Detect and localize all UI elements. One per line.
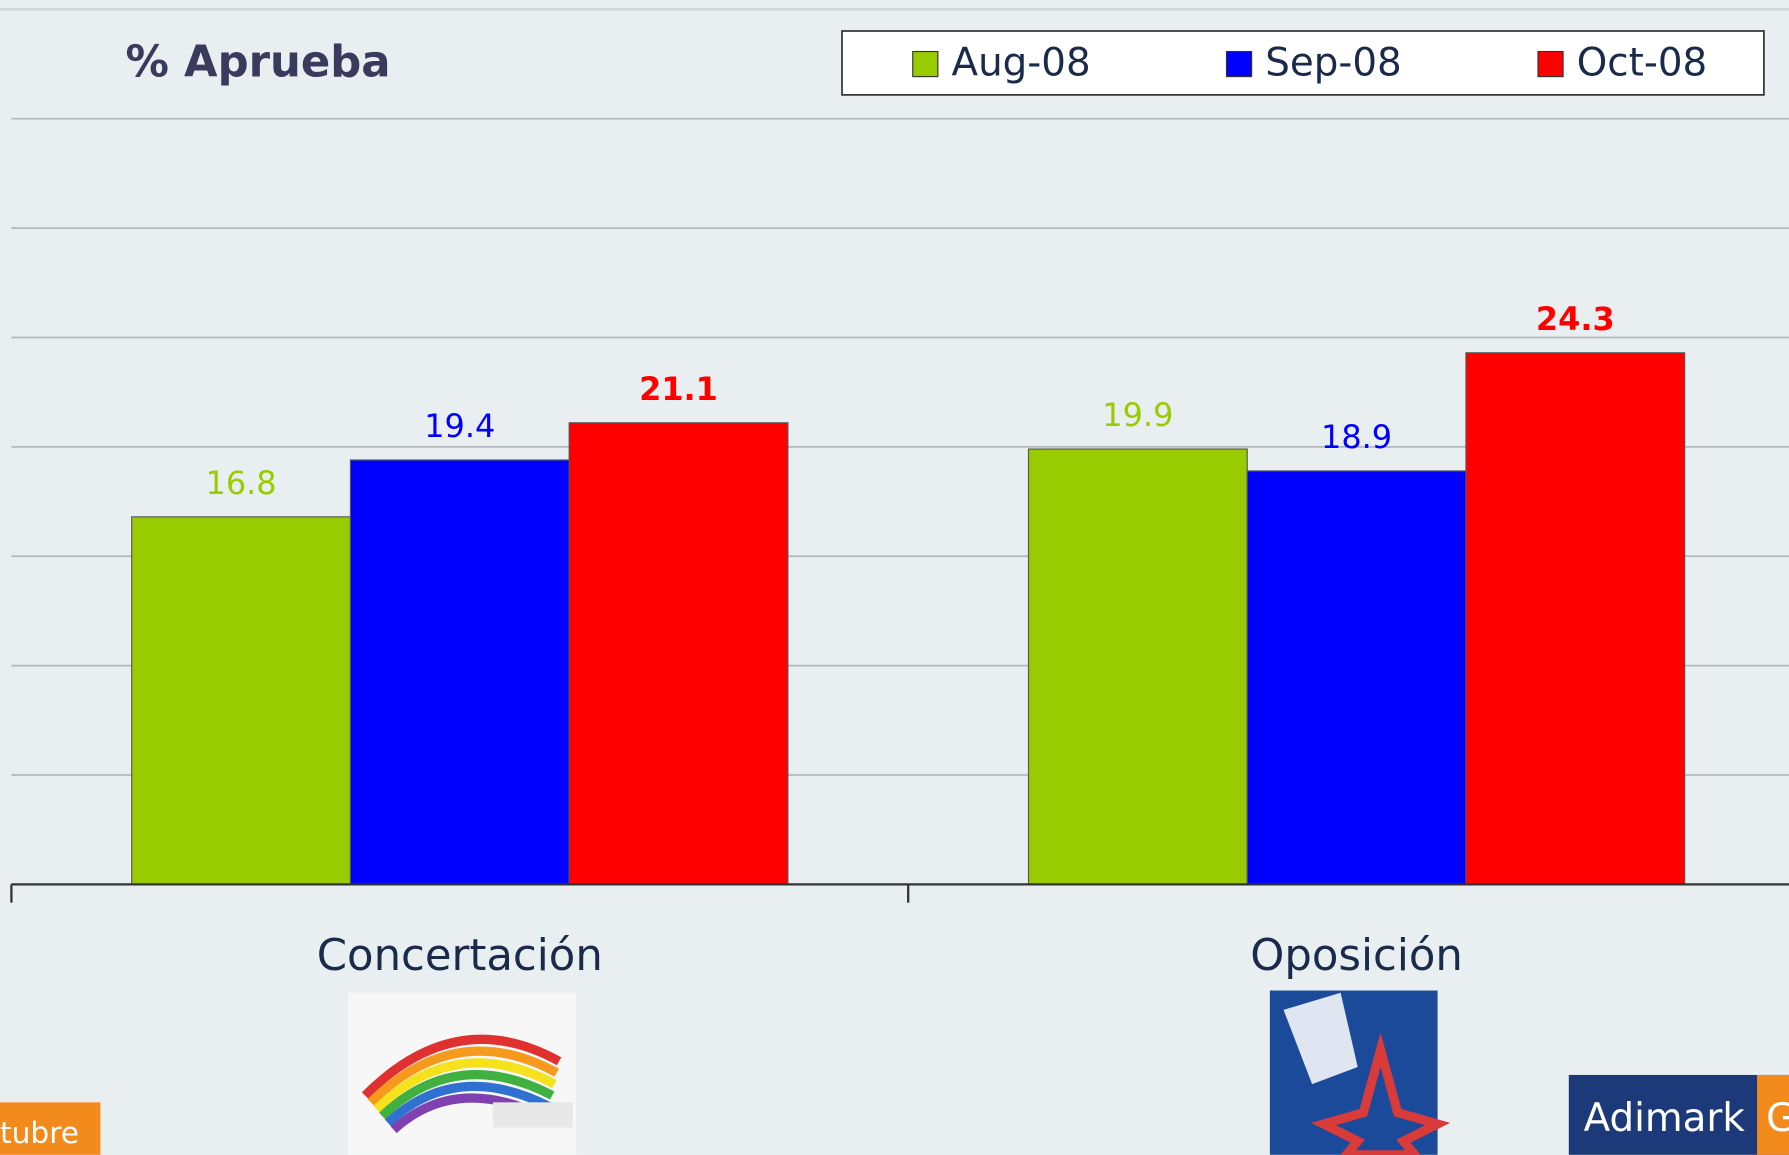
bar [1246,470,1467,885]
value-label: 19.4 [424,407,495,445]
legend-swatch [1225,50,1253,78]
bar [568,422,789,885]
legend-label: Sep-08 [1265,41,1401,86]
value-label: 18.9 [1321,418,1392,456]
adimark-logo: Adimark G [1568,1074,1789,1155]
bar [131,516,352,885]
concertacion-logo [347,992,577,1155]
legend-box [841,30,1765,96]
date-tab [0,1102,101,1155]
bar [1027,448,1248,885]
x-tick-label: Oposición [1250,931,1463,981]
x-tick-label: Concertación [317,931,603,981]
bar [349,459,570,885]
chart-title: % Aprueba [126,38,391,88]
date-tab-text: tubre [0,1115,79,1150]
logo-tail: G [1766,1096,1789,1141]
value-label: 21.1 [639,370,718,408]
legend-swatch [912,50,939,78]
legend-label: Aug-08 [952,41,1091,86]
bar [1465,352,1686,885]
value-label: 24.3 [1536,300,1615,338]
logo-text: Adimark [1584,1096,1746,1141]
legend-swatch [1537,50,1564,78]
legend-label: Oct-08 [1577,41,1707,86]
value-label: 19.9 [1102,396,1173,434]
oposicion-logo [1269,990,1451,1155]
value-label: 16.8 [206,464,277,502]
